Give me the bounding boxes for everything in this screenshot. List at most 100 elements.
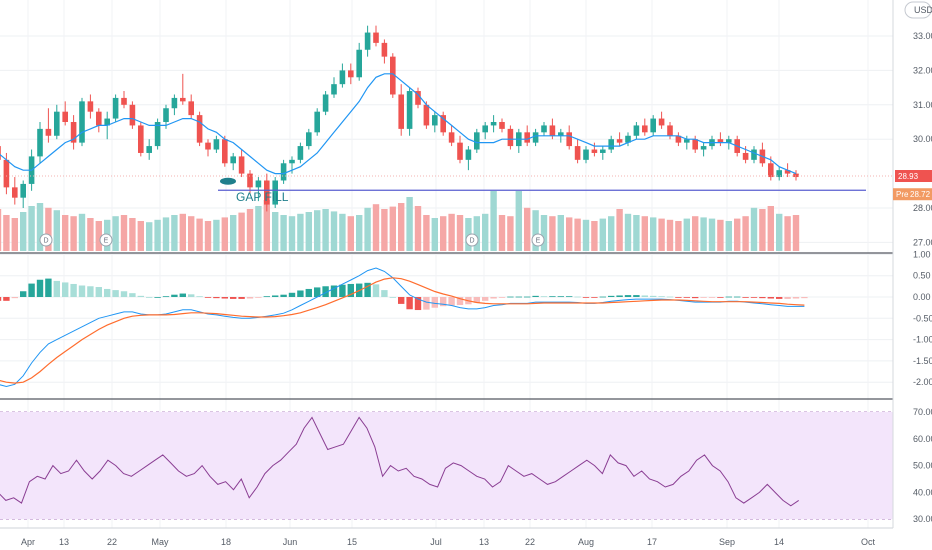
time-axis-label[interactable]: Oct: [861, 537, 876, 547]
time-axis-label[interactable]: 22: [525, 537, 535, 547]
time-axis-label[interactable]: Apr: [21, 537, 35, 547]
candle-body[interactable]: [280, 163, 287, 181]
candle-body[interactable]: [356, 49, 362, 78]
candle-body[interactable]: [331, 84, 337, 95]
time-axis-label[interactable]: Aug: [578, 537, 594, 547]
candle-body[interactable]: [289, 159, 295, 164]
candle-body[interactable]: [448, 132, 455, 143]
candle-body[interactable]: [381, 42, 388, 57]
candle-body[interactable]: [247, 173, 253, 188]
candle-body[interactable]: [591, 149, 598, 153]
candle-body[interactable]: [62, 111, 68, 122]
candle-body[interactable]: [180, 97, 186, 102]
candle-body[interactable]: [222, 139, 228, 164]
candle-body[interactable]: [532, 132, 539, 143]
candle-body[interactable]: [793, 173, 799, 178]
time-axis-label[interactable]: May: [151, 537, 169, 547]
candle-body[interactable]: [264, 180, 270, 205]
candle-body[interactable]: [255, 180, 262, 188]
candle-body[interactable]: [726, 139, 732, 143]
candle-body[interactable]: [776, 170, 782, 178]
candle-body[interactable]: [79, 101, 85, 143]
candle-body[interactable]: [684, 139, 690, 143]
candle-body[interactable]: [608, 139, 614, 150]
candle-body[interactable]: [650, 118, 656, 133]
time-axis-label[interactable]: Jun: [283, 537, 298, 547]
candle-body[interactable]: [482, 125, 488, 133]
time-axis-label[interactable]: 22: [107, 537, 117, 547]
event-marker[interactable]: E: [531, 233, 545, 247]
candle-body[interactable]: [440, 115, 446, 133]
price-axis-area[interactable]: [893, 0, 932, 550]
event-marker[interactable]: D: [39, 233, 53, 247]
candle-body[interactable]: [121, 97, 127, 105]
candle-body[interactable]: [54, 111, 60, 136]
candle-body[interactable]: [415, 91, 421, 105]
time-axis-labels[interactable]: Apr 13 22 May 18 Jun 15 Jul 13 22 Aug 17 Sep 14 Oct: [21, 537, 876, 547]
candle-body[interactable]: [339, 70, 346, 85]
time-axis-label[interactable]: 14: [774, 537, 784, 547]
candle-body[interactable]: [600, 149, 606, 153]
candle-body[interactable]: [667, 125, 673, 136]
candle-body[interactable]: [37, 128, 43, 157]
time-axis-label[interactable]: Jul: [430, 537, 442, 547]
candle-body[interactable]: [507, 128, 514, 147]
candle-body[interactable]: [768, 163, 774, 178]
candle-body[interactable]: [0, 146, 1, 160]
candle-body[interactable]: [625, 135, 631, 143]
candle-body[interactable]: [96, 111, 102, 126]
candle-body[interactable]: [112, 97, 119, 119]
candle-body[interactable]: [616, 139, 623, 143]
candle-body[interactable]: [423, 104, 430, 126]
candle-body[interactable]: [87, 101, 94, 112]
candle-body[interactable]: [474, 132, 480, 150]
candle-body[interactable]: [675, 135, 682, 143]
candle-body[interactable]: [717, 139, 724, 143]
candle-body[interactable]: [146, 146, 152, 153]
candle-body[interactable]: [398, 94, 404, 129]
candle-body[interactable]: [457, 142, 463, 160]
candle-body[interactable]: [658, 118, 665, 126]
candle-body[interactable]: [633, 125, 640, 136]
candle-body[interactable]: [314, 111, 320, 133]
time-axis-label[interactable]: 18: [221, 537, 231, 547]
candle-body[interactable]: [196, 115, 203, 143]
candle-body[interactable]: [154, 122, 161, 147]
candle-body[interactable]: [171, 97, 178, 109]
candle-body[interactable]: [541, 125, 547, 133]
candle-body[interactable]: [574, 146, 581, 160]
time-axis-label[interactable]: 17: [647, 537, 657, 547]
candle-body[interactable]: [642, 125, 648, 133]
candle-body[interactable]: [138, 125, 144, 153]
candle-body[interactable]: [104, 118, 110, 126]
time-axis-label[interactable]: 15: [347, 537, 357, 547]
event-marker[interactable]: D: [465, 233, 479, 247]
candle-body[interactable]: [3, 159, 10, 188]
candle-body[interactable]: [163, 108, 169, 122]
candle-body[interactable]: [20, 183, 26, 198]
candle-body[interactable]: [70, 122, 77, 143]
time-axis-label[interactable]: 13: [479, 537, 489, 547]
candle-body[interactable]: [322, 94, 329, 112]
candle-body[interactable]: [524, 132, 530, 143]
time-axis-label[interactable]: 13: [59, 537, 69, 547]
candle-body[interactable]: [188, 101, 194, 116]
candle-body[interactable]: [751, 149, 757, 160]
candle-body[interactable]: [490, 122, 497, 126]
candle-body[interactable]: [348, 70, 354, 78]
candle-body[interactable]: [45, 128, 52, 136]
candle-body[interactable]: [373, 32, 379, 43]
candle-body[interactable]: [566, 132, 572, 147]
candle-body[interactable]: [238, 156, 245, 174]
candle-body[interactable]: [583, 149, 589, 160]
candle-body[interactable]: [465, 149, 472, 160]
candle-body[interactable]: [364, 32, 371, 50]
candle-body[interactable]: [406, 91, 413, 129]
candle-body[interactable]: [742, 152, 749, 160]
candle-body[interactable]: [692, 139, 698, 150]
candle-body[interactable]: [205, 142, 211, 150]
candle-body[interactable]: [700, 146, 707, 150]
candle-body[interactable]: [558, 132, 564, 136]
